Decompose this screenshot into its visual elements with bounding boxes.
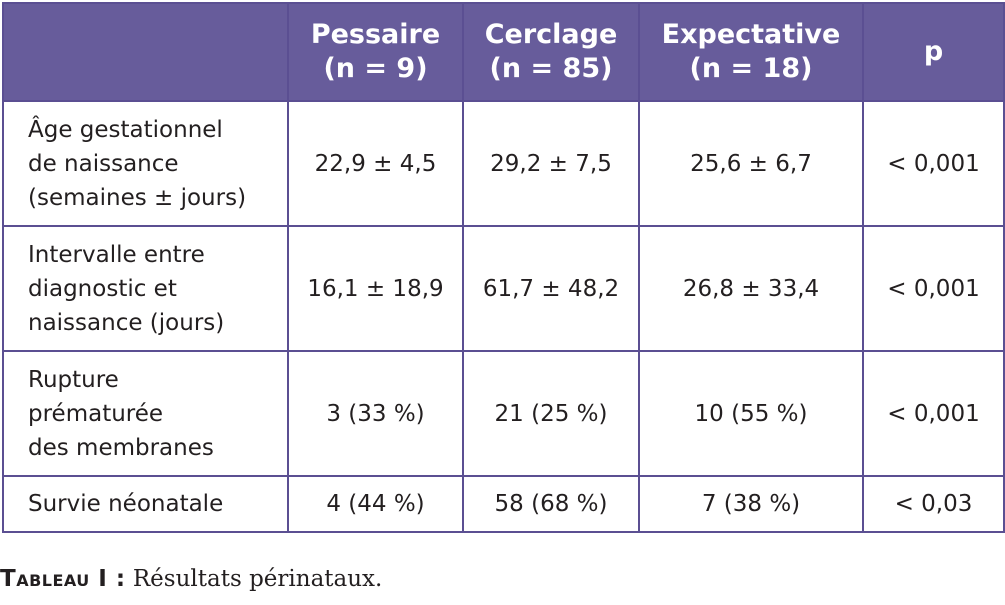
cell-cerclage: 21 (25 %)	[462, 350, 640, 477]
cell-pessaire: 3 (33 %)	[287, 350, 464, 477]
table-row: Rupture prématurée des membranes 3 (33 %…	[2, 350, 1005, 477]
row-label-line: des membranes	[28, 434, 214, 461]
cell-p: < 0,001	[862, 225, 1005, 352]
cell-expectative: 25,6 ± 6,7	[638, 100, 864, 227]
header-p: p	[862, 2, 1005, 102]
header-empty	[2, 2, 289, 102]
row-label-line: (semaines ± jours)	[28, 184, 247, 211]
caption-label: Tableau I :	[0, 566, 126, 592]
row-label-line: prématurée	[28, 400, 164, 427]
caption-text: Résultats périnataux.	[125, 566, 383, 592]
cell-cerclage: 61,7 ± 48,2	[462, 225, 640, 352]
cell-pessaire: 4 (44 %)	[287, 475, 464, 533]
header-row: Pessaire (n = 9) Cerclage (n = 85) Expec…	[2, 2, 1005, 102]
row-label-line: Intervalle entre	[28, 241, 205, 268]
row-label-line: diagnostic et	[28, 275, 177, 302]
table-row: Survie néonatale 4 (44 %) 58 (68 %) 7 (3…	[2, 475, 1005, 533]
header-cerclage: Cerclage (n = 85)	[462, 2, 640, 102]
row-label: Survie néonatale	[2, 475, 289, 533]
cell-cerclage: 29,2 ± 7,5	[462, 100, 640, 227]
table-caption: Tableau I : Résultats périnataux.	[0, 566, 382, 592]
cell-expectative: 7 (38 %)	[638, 475, 864, 533]
table-row: Âge gestationnel de naissance (semaines …	[2, 100, 1005, 227]
header-expectative-name: Expectative	[661, 19, 841, 50]
cell-expectative: 26,8 ± 33,4	[638, 225, 864, 352]
table-row: Intervalle entre diagnostic et naissance…	[2, 225, 1005, 352]
row-label: Rupture prématurée des membranes	[2, 350, 289, 477]
cell-expectative: 10 (55 %)	[638, 350, 864, 477]
header-pessaire-n: (n = 9)	[323, 53, 428, 84]
cell-pessaire: 22,9 ± 4,5	[287, 100, 464, 227]
row-label: Intervalle entre diagnostic et naissance…	[2, 225, 289, 352]
row-label-line: Âge gestationnel	[28, 116, 223, 143]
cell-pessaire: 16,1 ± 18,9	[287, 225, 464, 352]
header-cerclage-n: (n = 85)	[489, 53, 613, 84]
header-expectative-n: (n = 18)	[689, 53, 813, 84]
header-cerclage-name: Cerclage	[484, 19, 618, 50]
row-label: Âge gestationnel de naissance (semaines …	[2, 100, 289, 227]
header-p-label: p	[923, 36, 944, 67]
cell-cerclage: 58 (68 %)	[462, 475, 640, 533]
row-label-line: naissance (jours)	[28, 309, 225, 336]
row-label-line: Rupture	[28, 366, 119, 393]
header-expectative: Expectative (n = 18)	[638, 2, 864, 102]
header-pessaire-name: Pessaire	[310, 19, 441, 50]
cell-p: < 0,001	[862, 100, 1005, 227]
row-label-line: Survie néonatale	[28, 491, 224, 517]
results-table: Pessaire (n = 9) Cerclage (n = 85) Expec…	[2, 2, 1005, 533]
row-label-line: de naissance	[28, 150, 179, 177]
cell-p: < 0,001	[862, 350, 1005, 477]
cell-p: < 0,03	[862, 475, 1005, 533]
header-pessaire: Pessaire (n = 9)	[287, 2, 464, 102]
